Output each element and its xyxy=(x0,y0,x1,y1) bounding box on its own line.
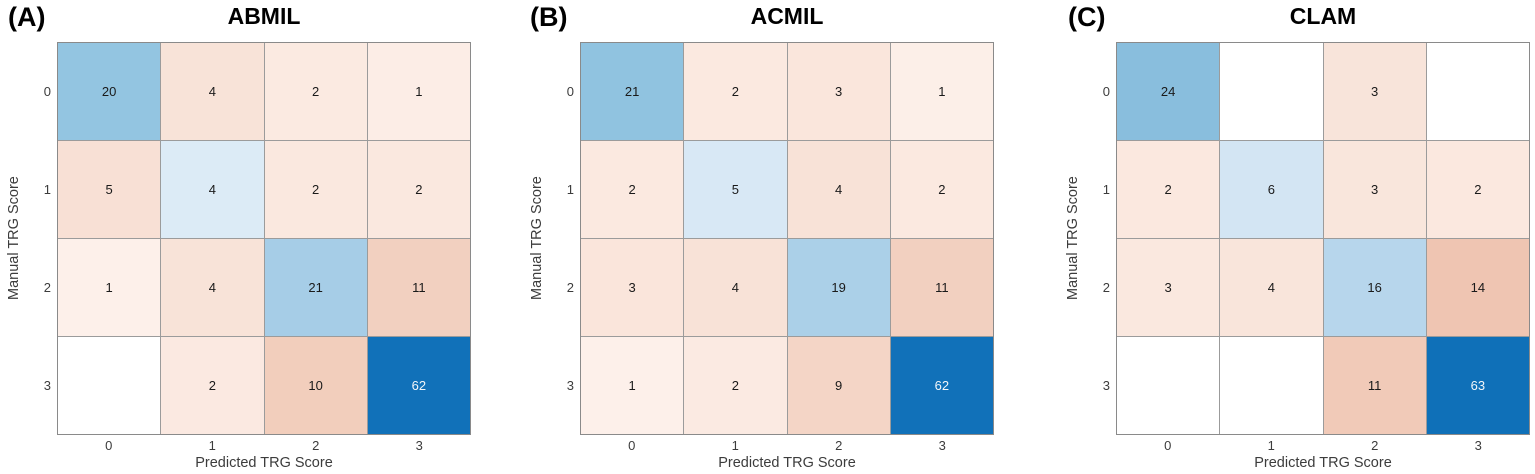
x-axis-label: Predicted TRG Score xyxy=(1254,455,1392,471)
heatmap-grid-clam: 24 3 2 6 3 2 3 4 16 14 11 63 xyxy=(1116,42,1530,435)
heatmap-cell: 4 xyxy=(161,43,264,140)
panel-letter-a: (A) xyxy=(8,2,46,32)
y-tick-label: 3 xyxy=(1102,378,1110,394)
heatmap-cell: 4 xyxy=(161,239,264,336)
heatmap-cell xyxy=(1117,337,1220,434)
heatmap-cell: 2 xyxy=(1117,141,1220,238)
x-tick-label: 1 xyxy=(208,438,216,453)
x-tick-label: 3 xyxy=(415,438,423,453)
heatmap-cell: 2 xyxy=(367,141,470,238)
heatmap-cell: 4 xyxy=(161,141,264,238)
y-tick-label: 2 xyxy=(43,280,51,296)
y-tick-label: 2 xyxy=(1102,280,1110,296)
heatmap-cell: 19 xyxy=(787,239,890,336)
x-tick-label: 2 xyxy=(835,438,843,453)
heatmap-cell: 11 xyxy=(890,239,993,336)
y-tick-labels: 0 1 2 3 xyxy=(27,42,51,435)
heatmap-cell: 2 xyxy=(161,337,264,434)
heatmap-cell: 5 xyxy=(58,141,161,238)
x-tick-label: 3 xyxy=(938,438,946,453)
x-tick-label: 0 xyxy=(105,438,113,453)
x-axis-label: Predicted TRG Score xyxy=(718,455,856,471)
heatmap-cell: 2 xyxy=(264,141,367,238)
heatmap-cell: 3 xyxy=(1323,43,1426,140)
heatmap-cell: 24 xyxy=(1117,43,1220,140)
heatmap-cell: 4 xyxy=(787,141,890,238)
heatmap-cell: 2 xyxy=(890,141,993,238)
heatmap-cell: 62 xyxy=(367,337,470,434)
heatmap-grid-abmil: 20 4 2 1 5 4 2 2 1 4 21 11 2 10 62 xyxy=(57,42,471,435)
heatmap-cell xyxy=(1220,337,1323,434)
plot-title-acmil: ACMIL xyxy=(750,3,824,29)
heatmap-cell: 5 xyxy=(684,141,787,238)
heatmap-grid-acmil: 21 2 3 1 2 5 4 2 3 4 19 11 1 2 9 62 xyxy=(580,42,994,435)
heatmap-cell: 10 xyxy=(264,337,367,434)
heatmap-cell: 2 xyxy=(684,43,787,140)
heatmap-cell: 6 xyxy=(1220,141,1323,238)
heatmap-cell: 3 xyxy=(1323,141,1426,238)
x-tick-label: 1 xyxy=(1267,438,1275,453)
y-tick-label: 0 xyxy=(566,83,574,99)
y-tick-label: 2 xyxy=(566,280,574,296)
heatmap-cell: 2 xyxy=(581,141,684,238)
plot-title-abmil: ABMIL xyxy=(227,3,301,29)
panel-letter-b: (B) xyxy=(530,2,568,32)
y-tick-label: 0 xyxy=(43,83,51,99)
x-tick-label: 1 xyxy=(731,438,739,453)
x-tick-label: 0 xyxy=(1164,438,1172,453)
heatmap-cell: 3 xyxy=(1117,239,1220,336)
y-tick-label: 1 xyxy=(566,181,574,197)
x-tick-label: 3 xyxy=(1474,438,1482,453)
heatmap-cell: 3 xyxy=(787,43,890,140)
heatmap-cell: 21 xyxy=(581,43,684,140)
heatmap-cell: 1 xyxy=(581,337,684,434)
y-axis-label: Manual TRG Score xyxy=(1065,176,1081,301)
heatmap-cell: 63 xyxy=(1426,337,1529,434)
heatmap-cell: 14 xyxy=(1426,239,1529,336)
heatmap-cell: 2 xyxy=(264,43,367,140)
heatmap-cell: 9 xyxy=(787,337,890,434)
heatmap-cell: 2 xyxy=(684,337,787,434)
x-tick-label: 2 xyxy=(312,438,320,453)
heatmap-cell: 62 xyxy=(890,337,993,434)
y-tick-labels: 0 1 2 3 xyxy=(550,42,574,435)
panel-letter-c: (C) xyxy=(1068,2,1106,32)
heatmap-cell: 1 xyxy=(367,43,470,140)
y-tick-label: 1 xyxy=(43,181,51,197)
heatmap-cell xyxy=(1220,43,1323,140)
y-tick-label: 3 xyxy=(43,378,51,394)
heatmap-cell: 3 xyxy=(581,239,684,336)
heatmap-cell: 4 xyxy=(684,239,787,336)
heatmap-cell: 16 xyxy=(1323,239,1426,336)
heatmap-cell: 11 xyxy=(1323,337,1426,434)
heatmap-cell: 4 xyxy=(1220,239,1323,336)
y-axis-label: Manual TRG Score xyxy=(529,176,545,301)
heatmap-cell: 21 xyxy=(264,239,367,336)
plot-title-clam: CLAM xyxy=(1289,3,1357,29)
heatmap-cell: 20 xyxy=(58,43,161,140)
x-tick-labels: 0 1 2 3 xyxy=(580,438,994,453)
x-tick-label: 2 xyxy=(1371,438,1379,453)
heatmap-cell: 11 xyxy=(367,239,470,336)
heatmap-cell xyxy=(58,337,161,434)
heatmap-cell xyxy=(1426,43,1529,140)
y-tick-labels: 0 1 2 3 xyxy=(1086,42,1110,435)
heatmap-cell: 1 xyxy=(58,239,161,336)
x-tick-label: 0 xyxy=(628,438,636,453)
y-tick-label: 1 xyxy=(1102,181,1110,197)
x-axis-label: Predicted TRG Score xyxy=(195,455,333,471)
x-tick-labels: 0 1 2 3 xyxy=(1116,438,1530,453)
heatmap-cell: 1 xyxy=(890,43,993,140)
y-tick-label: 0 xyxy=(1102,83,1110,99)
x-tick-labels: 0 1 2 3 xyxy=(57,438,471,453)
heatmap-cell: 2 xyxy=(1426,141,1529,238)
y-tick-label: 3 xyxy=(566,378,574,394)
y-axis-label: Manual TRG Score xyxy=(6,176,22,301)
